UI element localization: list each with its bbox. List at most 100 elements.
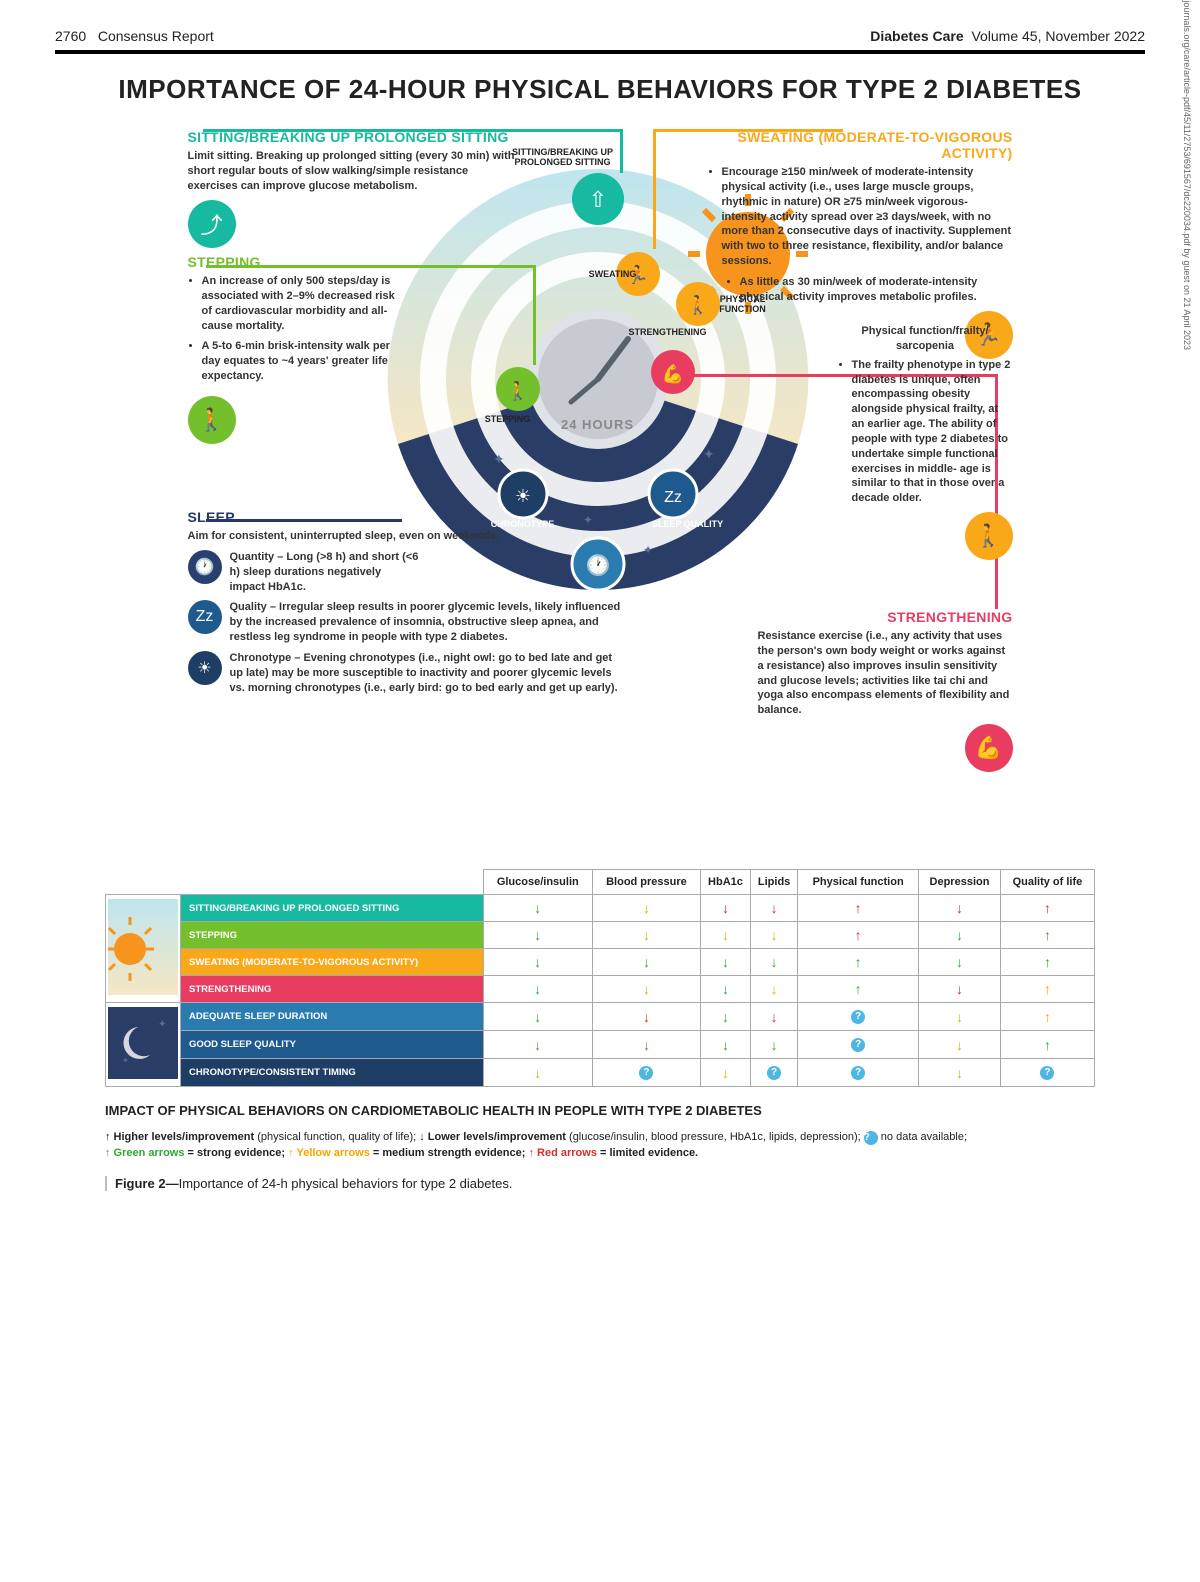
evidence-cell: ↓ [751,1031,798,1059]
evidence-cell: ↓ [592,922,700,949]
col-1: Blood pressure [592,870,700,895]
evidence-cell: ↑ [1000,922,1094,949]
legend: IMPACT OF PHYSICAL BEHAVIORS ON CARDIOME… [105,1101,1095,1162]
strengthening-body: Resistance exercise (i.e., any activity … [758,629,1013,718]
svg-text:🚶: 🚶 [506,380,528,401]
row-label: ADEQUATE SLEEP DURATION [181,1003,484,1031]
evidence-cell: ↓ [483,949,592,976]
sleep-quantity-label: Quantity – [230,551,287,563]
evidence-cell: ↓ [483,1059,592,1087]
table-row: CHRONOTYPE/CONSISTENT TIMING↓?↓??↓? [106,1059,1095,1087]
table-row: GOOD SLEEP QUALITY↓↓↓↓?↓↑ [106,1031,1095,1059]
svg-text:Zz: Zz [664,489,682,506]
evidence-cell: ↓ [919,1003,1001,1031]
evidence-cell: ↓ [700,949,750,976]
header-rule [55,50,1145,54]
stepping-body: An increase of only 500 steps/day is ass… [188,274,398,384]
evidence-cell: ↓ [483,922,592,949]
sleep-chronotype-text: Chronotype – Evening chronotypes (i.e., … [230,651,628,696]
legend-yellow: ↑ Yellow arrows [288,1147,370,1159]
col-4: Physical function [798,870,919,895]
stepping-bullet-1: A 5-to 6-min brisk-intensity walk per da… [202,339,398,384]
evidence-cell: ↓ [592,1003,700,1031]
col-2: HbA1c [700,870,750,895]
evidence-cell: ↑ [1000,1031,1094,1059]
table-row: SWEATING (MODERATE-TO-VIGOROUS ACTIVITY)… [106,949,1095,976]
download-watermark: Downloaded from http://diabetesjournals.… [1182,0,1192,350]
table-row: STRENGTHENING↓↓↓↓↑↓↑ [106,976,1095,1003]
evidence-cell: ↓ [919,895,1001,922]
sleep-chronotype-icon: ☀ [188,651,222,685]
evidence-cell: ↓ [700,1003,750,1031]
row-label: GOOD SLEEP QUALITY [181,1031,484,1059]
evidence-table: Glucose/insulin Blood pressure HbA1c Lip… [105,869,1095,1087]
evidence-cell: ↓ [483,895,592,922]
sweating-body: Encourage ≥150 min/week of moderate-inte… [708,165,1013,305]
stepping-title: STEPPING [188,254,398,270]
sleep-chronotype-label: Chronotype – [230,652,304,664]
journal-issue: Volume 45, November 2022 [971,28,1145,44]
table-body: SITTING/BREAKING UP PROLONGED SITTING↓↓↓… [106,895,1095,1087]
page-header: 2760 Consensus Report Diabetes Care Volu… [0,0,1200,50]
pff-body: The frailty phenotype in type 2 diabetes… [838,358,1013,506]
evidence-cell: ↓ [919,976,1001,1003]
evidence-cell: ? [592,1059,700,1087]
evidence-cell: ↓ [751,922,798,949]
sleep-quantity-text: Quantity – Long (>8 h) and short (<6 h) … [230,550,420,595]
table-row: ✦✦ADEQUATE SLEEP DURATION↓↓↓↓?↓↑ [106,1003,1095,1031]
evidence-cell: ? [1000,1059,1094,1087]
evidence-cell: ↑ [798,949,919,976]
legend-green: ↑ Green arrows [105,1147,184,1159]
strengthening-title: STRENGTHENING [758,609,1013,625]
ring-label-sqty: SLEEP QUANTITY [613,591,713,601]
page-number: 2760 [55,28,86,44]
evidence-cell: ↓ [751,949,798,976]
strengthening-icon: 💪 [965,724,1013,772]
legend-down-txt: (glucose/insulin, blood pressure, HbA1c,… [566,1131,864,1143]
header-right: Diabetes Care Volume 45, November 2022 [870,28,1145,44]
caption-text: Importance of 24-h physical behaviors fo… [179,1176,513,1191]
legend-line-2: ↑ Green arrows = strong evidence; ↑ Yell… [105,1145,1095,1162]
evidence-cell: ↓ [919,922,1001,949]
sweating-bullet-1: As little as 30 min/week of moderate-int… [740,275,1013,305]
evidence-cell: ↑ [1000,1003,1094,1031]
evidence-cell: ↓ [483,1031,592,1059]
connector-stepping-v [533,265,536,365]
wheel-center-label: 24 HOURS [548,417,648,432]
section-name: Consensus Report [98,28,214,44]
svg-text:✦: ✦ [122,1056,129,1065]
sleep-quality-row: Zz Quality – Irregular sleep results in … [188,600,628,645]
svg-text:🚶: 🚶 [686,294,708,315]
evidence-cell: ↑ [1000,976,1094,1003]
table-row: SITTING/BREAKING UP PROLONGED SITTING↓↓↓… [106,895,1095,922]
sleep-lead: Aim for consistent, uninterrupted sleep,… [188,529,628,544]
evidence-cell: ↓ [483,1003,592,1031]
sweating-bullet-0: Encourage ≥150 min/week of moderate-inte… [722,165,1013,269]
legend-up-txt: (physical function, quality of life); [254,1131,419,1143]
legend-line-1: ↑ Higher levels/improvement (physical fu… [105,1129,1095,1146]
connector-sweating-v [653,129,656,249]
table-row: STEPPING↓↓↓↓↑↓↑ [106,922,1095,949]
svg-text:✦: ✦ [643,543,653,557]
col-0: Glucose/insulin [483,870,592,895]
evidence-cell: ↓ [751,976,798,1003]
svg-text:✦: ✦ [158,1019,166,1030]
ring-label-stepping: STEPPING [478,414,538,424]
infographic: ⇧ 🏃 🚶 🚶 💪 ☀ Zz 🕐 ✦✦ ✦✦ 24 HOURS SITTING/… [98,129,1103,849]
sleep-quality-body: Irregular sleep results in poorer glycem… [230,601,621,643]
evidence-cell: ↓ [700,922,750,949]
evidence-cell: ↓ [700,1031,750,1059]
section-sleep: SLEEP Aim for consistent, uninterrupted … [188,509,628,695]
svg-text:✦: ✦ [703,446,715,462]
section-stepping: STEPPING An increase of only 500 steps/d… [188,254,398,444]
journal-name: Diabetes Care [870,28,963,44]
pff-title: Physical function/frailty/ sarcopenia [838,324,1013,354]
sleep-quality-icon: Zz [188,600,222,634]
table-head: Glucose/insulin Blood pressure HbA1c Lip… [106,870,1095,895]
evidence-cell: ? [798,1059,919,1087]
sitting-body: Limit sitting. Breaking up prolonged sit… [188,149,518,194]
svg-text:💪: 💪 [661,363,683,384]
pff-bullet: The frailty phenotype in type 2 diabetes… [852,358,1013,506]
evidence-cell: ↓ [483,976,592,1003]
section-strengthening: STRENGTHENING Resistance exercise (i.e.,… [758,609,1013,772]
